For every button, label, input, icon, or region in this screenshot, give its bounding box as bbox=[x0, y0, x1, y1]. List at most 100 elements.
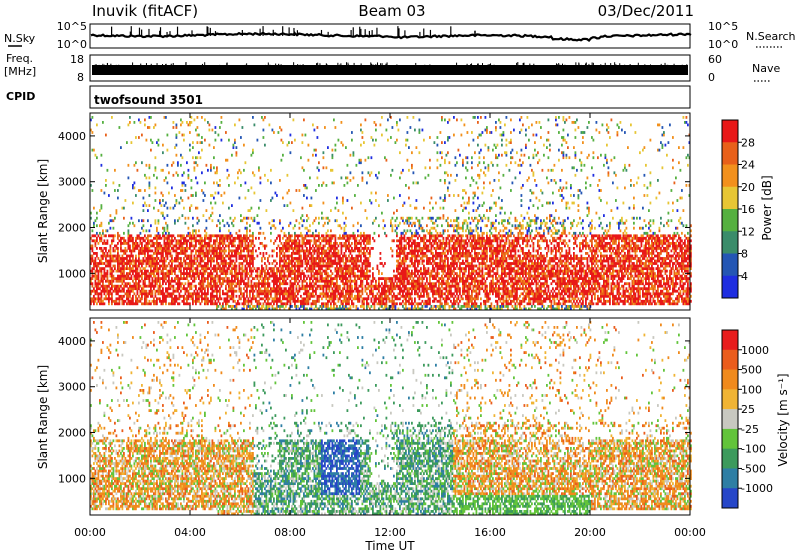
heatmap-cell bbox=[198, 274, 200, 278]
heatmap-cell bbox=[171, 267, 173, 270]
heatmap-cell bbox=[264, 282, 266, 286]
heatmap-cell bbox=[325, 267, 328, 270]
heatmap-cell bbox=[120, 294, 122, 298]
heatmap-cell bbox=[172, 247, 175, 250]
heatmap-cell bbox=[231, 274, 233, 278]
heatmap-cell bbox=[175, 267, 178, 270]
heatmap-cell bbox=[205, 236, 208, 240]
heatmap-cell bbox=[355, 262, 358, 265]
heatmap-cell bbox=[144, 173, 146, 177]
heatmap-cell bbox=[193, 239, 196, 243]
heatmap-cell bbox=[180, 249, 182, 253]
heatmap-cell bbox=[195, 284, 197, 288]
heatmap-cell bbox=[225, 284, 227, 288]
heatmap-cell bbox=[397, 128, 400, 132]
heatmap-cell bbox=[351, 284, 353, 288]
heatmap-cell bbox=[385, 305, 388, 308]
heatmap-cell bbox=[184, 264, 187, 268]
heatmap-cell bbox=[400, 171, 403, 175]
heatmap-cell bbox=[106, 229, 109, 233]
heatmap-cell bbox=[181, 247, 184, 250]
heatmap-cell bbox=[310, 272, 313, 275]
heatmap-cell bbox=[321, 247, 323, 250]
heatmap-cell bbox=[259, 297, 262, 301]
heatmap-cell bbox=[367, 257, 370, 260]
heatmap-cell bbox=[303, 292, 305, 296]
heatmap-cell bbox=[306, 269, 308, 273]
heatmap-cell bbox=[204, 254, 206, 258]
heatmap-cell bbox=[189, 234, 191, 238]
heatmap-cell bbox=[183, 236, 185, 240]
heatmap-cell bbox=[265, 294, 268, 298]
heatmap-cell bbox=[154, 221, 157, 225]
heatmap-cell bbox=[127, 277, 130, 280]
heatmap-cell bbox=[226, 168, 229, 172]
heatmap-cell bbox=[153, 206, 155, 210]
heatmap-cell bbox=[247, 209, 250, 212]
heatmap-cell bbox=[109, 259, 112, 263]
heatmap-cell bbox=[114, 289, 116, 293]
heatmap-cell bbox=[261, 282, 263, 286]
heatmap-cell bbox=[369, 239, 371, 243]
heatmap-cell bbox=[240, 252, 242, 255]
heatmap-cell bbox=[322, 244, 325, 248]
heatmap-cell bbox=[96, 123, 98, 127]
heatmap-cell bbox=[355, 244, 358, 248]
heatmap-cell bbox=[123, 302, 125, 306]
heatmap-cell bbox=[318, 297, 320, 301]
heatmap-cell bbox=[313, 247, 316, 250]
heatmap-cell bbox=[207, 254, 209, 258]
heatmap-cell bbox=[132, 279, 134, 283]
heatmap-cell bbox=[141, 244, 143, 248]
heatmap-cell bbox=[148, 262, 151, 265]
heatmap-cell bbox=[256, 221, 259, 225]
heatmap-cell bbox=[165, 274, 167, 278]
heatmap-cell bbox=[238, 279, 241, 283]
heatmap-cell bbox=[349, 236, 352, 240]
heatmap-cell bbox=[150, 289, 152, 293]
heatmap-cell bbox=[223, 247, 226, 250]
heatmap-cell bbox=[243, 302, 245, 306]
heatmap-cell bbox=[346, 199, 349, 202]
heatmap-cell bbox=[136, 234, 139, 238]
heatmap-cell bbox=[322, 289, 325, 293]
heatmap-cell bbox=[151, 249, 154, 253]
heatmap-cell bbox=[196, 163, 199, 167]
heatmap-cell bbox=[288, 267, 290, 270]
heatmap-cell bbox=[171, 239, 173, 243]
heatmap-cell bbox=[246, 216, 248, 220]
heatmap-cell bbox=[328, 219, 331, 223]
heatmap-cell bbox=[289, 274, 292, 278]
heatmap-cell bbox=[127, 289, 130, 293]
heatmap-cell bbox=[243, 279, 245, 283]
heatmap-cell bbox=[306, 219, 308, 223]
heatmap-cell bbox=[175, 259, 178, 263]
heatmap-cell bbox=[243, 143, 245, 147]
heatmap-cell bbox=[214, 287, 217, 291]
heatmap-cell bbox=[288, 272, 290, 275]
heatmap-cell bbox=[291, 239, 293, 243]
heatmap-cell bbox=[144, 302, 146, 306]
heatmap-cell bbox=[402, 305, 404, 308]
heatmap-cell bbox=[328, 252, 331, 255]
heatmap-cell bbox=[198, 297, 200, 301]
heatmap-cell bbox=[225, 272, 227, 275]
heatmap-cell bbox=[286, 242, 289, 245]
heatmap-cell bbox=[399, 151, 401, 155]
heatmap-cell bbox=[307, 229, 310, 233]
heatmap-cell bbox=[315, 259, 317, 263]
heatmap-cell bbox=[271, 279, 274, 283]
heatmap-cell bbox=[399, 254, 401, 258]
heatmap-cell bbox=[97, 234, 100, 238]
heatmap-cell bbox=[193, 279, 196, 283]
heatmap-cell bbox=[166, 272, 169, 275]
heatmap-cell bbox=[94, 272, 97, 275]
heatmap-cell bbox=[228, 244, 230, 248]
heatmap-cell bbox=[358, 239, 361, 243]
heatmap-cell bbox=[261, 242, 263, 245]
heatmap-cell bbox=[91, 244, 94, 248]
heatmap-cell bbox=[216, 267, 218, 270]
heatmap-cell bbox=[156, 176, 158, 180]
heatmap-cell bbox=[352, 153, 355, 157]
heatmap-cell bbox=[249, 305, 251, 308]
